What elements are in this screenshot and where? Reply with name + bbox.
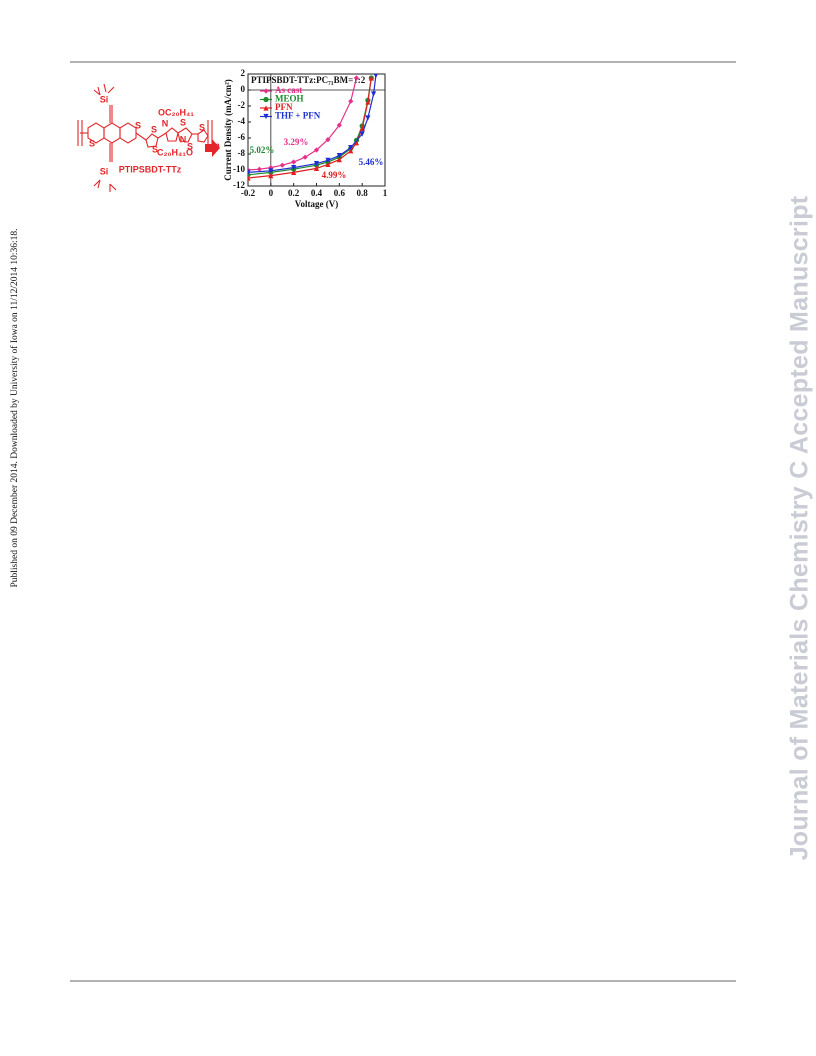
marker	[336, 122, 342, 128]
marker	[325, 157, 331, 163]
sidebar-text: Published on 09 December 2014. Downloade…	[9, 228, 20, 587]
legend-label: As cast	[275, 85, 302, 95]
structure-label: N	[180, 134, 187, 144]
marker	[348, 148, 354, 154]
structure-label: S	[89, 138, 95, 148]
y-tick-label: -8	[238, 148, 246, 158]
structure-label: OC₂₀H₄₁	[158, 107, 194, 117]
legend-label: THF + PFN	[275, 111, 321, 121]
marker	[373, 74, 378, 79]
annotation: 3.29%	[284, 137, 309, 147]
structure-label: S	[152, 144, 158, 154]
marker	[368, 75, 374, 81]
marker	[313, 161, 320, 167]
y-tick-label: 0	[241, 84, 246, 94]
structure-drawing	[77, 83, 213, 192]
y-tick-label: 2	[241, 68, 246, 78]
marker	[348, 98, 354, 104]
x-tick-label: 1	[383, 188, 388, 198]
marker	[359, 131, 365, 137]
marker	[256, 166, 263, 172]
marker	[263, 105, 269, 111]
marker	[325, 137, 331, 143]
legend-label: MEOH	[275, 94, 304, 104]
marker	[313, 165, 320, 171]
marker	[268, 173, 274, 179]
legend-label: PFN	[275, 102, 293, 112]
structure-label: C₂₀H₄₁O	[157, 147, 193, 157]
marker	[365, 115, 371, 121]
y-tick-label: -6	[238, 132, 246, 142]
structure-label: S	[135, 120, 141, 130]
structure-label: Si	[100, 94, 109, 104]
x-axis-label: Voltage (V)	[295, 199, 338, 209]
y-axis-label: Current Density (mA/cm²)	[223, 79, 233, 181]
structure-label: S	[151, 124, 157, 134]
marker	[353, 75, 360, 81]
marker	[370, 91, 377, 97]
marker	[365, 99, 371, 105]
x-tick-label: 0.4	[311, 188, 323, 198]
structure-label: S	[187, 141, 193, 151]
marker	[291, 165, 297, 171]
marker	[263, 113, 269, 120]
marker	[268, 168, 274, 174]
marker	[291, 169, 297, 175]
x-tick-label: 0.2	[288, 188, 300, 198]
marker	[313, 147, 320, 153]
x-tick-label: -0.2	[241, 188, 256, 198]
marker	[279, 162, 285, 168]
x-tick-label: 0.8	[357, 188, 369, 198]
annotation: 5.02%	[250, 145, 275, 155]
x-tick-label: 0	[269, 188, 274, 198]
annotation: 5.46%	[359, 157, 384, 167]
x-tick-label: 0.6	[334, 188, 346, 198]
marker	[248, 169, 251, 175]
structure-label: S	[199, 122, 205, 132]
marker	[348, 145, 354, 151]
arrow	[205, 139, 220, 157]
annotation: 4.99%	[322, 170, 347, 180]
marker	[325, 161, 331, 167]
chart-title: PTIPSBDT-TTz:PC₇₁BM=1:2	[251, 75, 366, 85]
structure-label: Si	[100, 166, 109, 176]
marker	[302, 154, 308, 160]
marker	[248, 175, 251, 181]
structure-label: N	[162, 118, 169, 128]
marker	[291, 159, 297, 165]
y-tick-label: -10	[233, 164, 245, 174]
marker	[353, 140, 360, 146]
marker	[263, 88, 269, 94]
structure-label: n	[214, 140, 220, 150]
watermark: Journal of Materials Chemistry C Accepte…	[786, 195, 814, 860]
marker	[263, 96, 269, 103]
chart: -12 -10 -8 -6 -4 -2 0 2 -0.2 0 0.2 0.4 0.6 0.8 1 Voltag…	[223, 68, 388, 209]
y-tick-label: -2	[238, 100, 246, 110]
structure-name: PTIPSBDT-TTz	[119, 164, 182, 174]
y-tick-label: -4	[238, 116, 246, 126]
y-tick-label: -12	[233, 180, 245, 190]
marker	[336, 153, 342, 159]
marker	[336, 157, 342, 163]
structure-label: S	[180, 117, 186, 127]
